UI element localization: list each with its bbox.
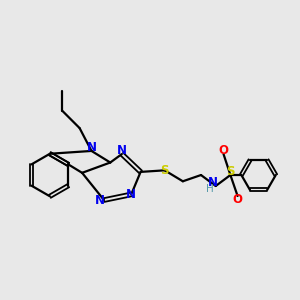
Text: N: N [95, 194, 105, 207]
Text: S: S [160, 164, 169, 177]
Text: S: S [226, 165, 235, 178]
Text: H: H [206, 184, 214, 194]
Text: N: N [126, 188, 136, 201]
Text: N: N [208, 176, 218, 189]
Text: O: O [218, 144, 229, 157]
Text: N: N [117, 144, 127, 157]
Text: N: N [86, 141, 97, 154]
Text: O: O [232, 193, 243, 206]
